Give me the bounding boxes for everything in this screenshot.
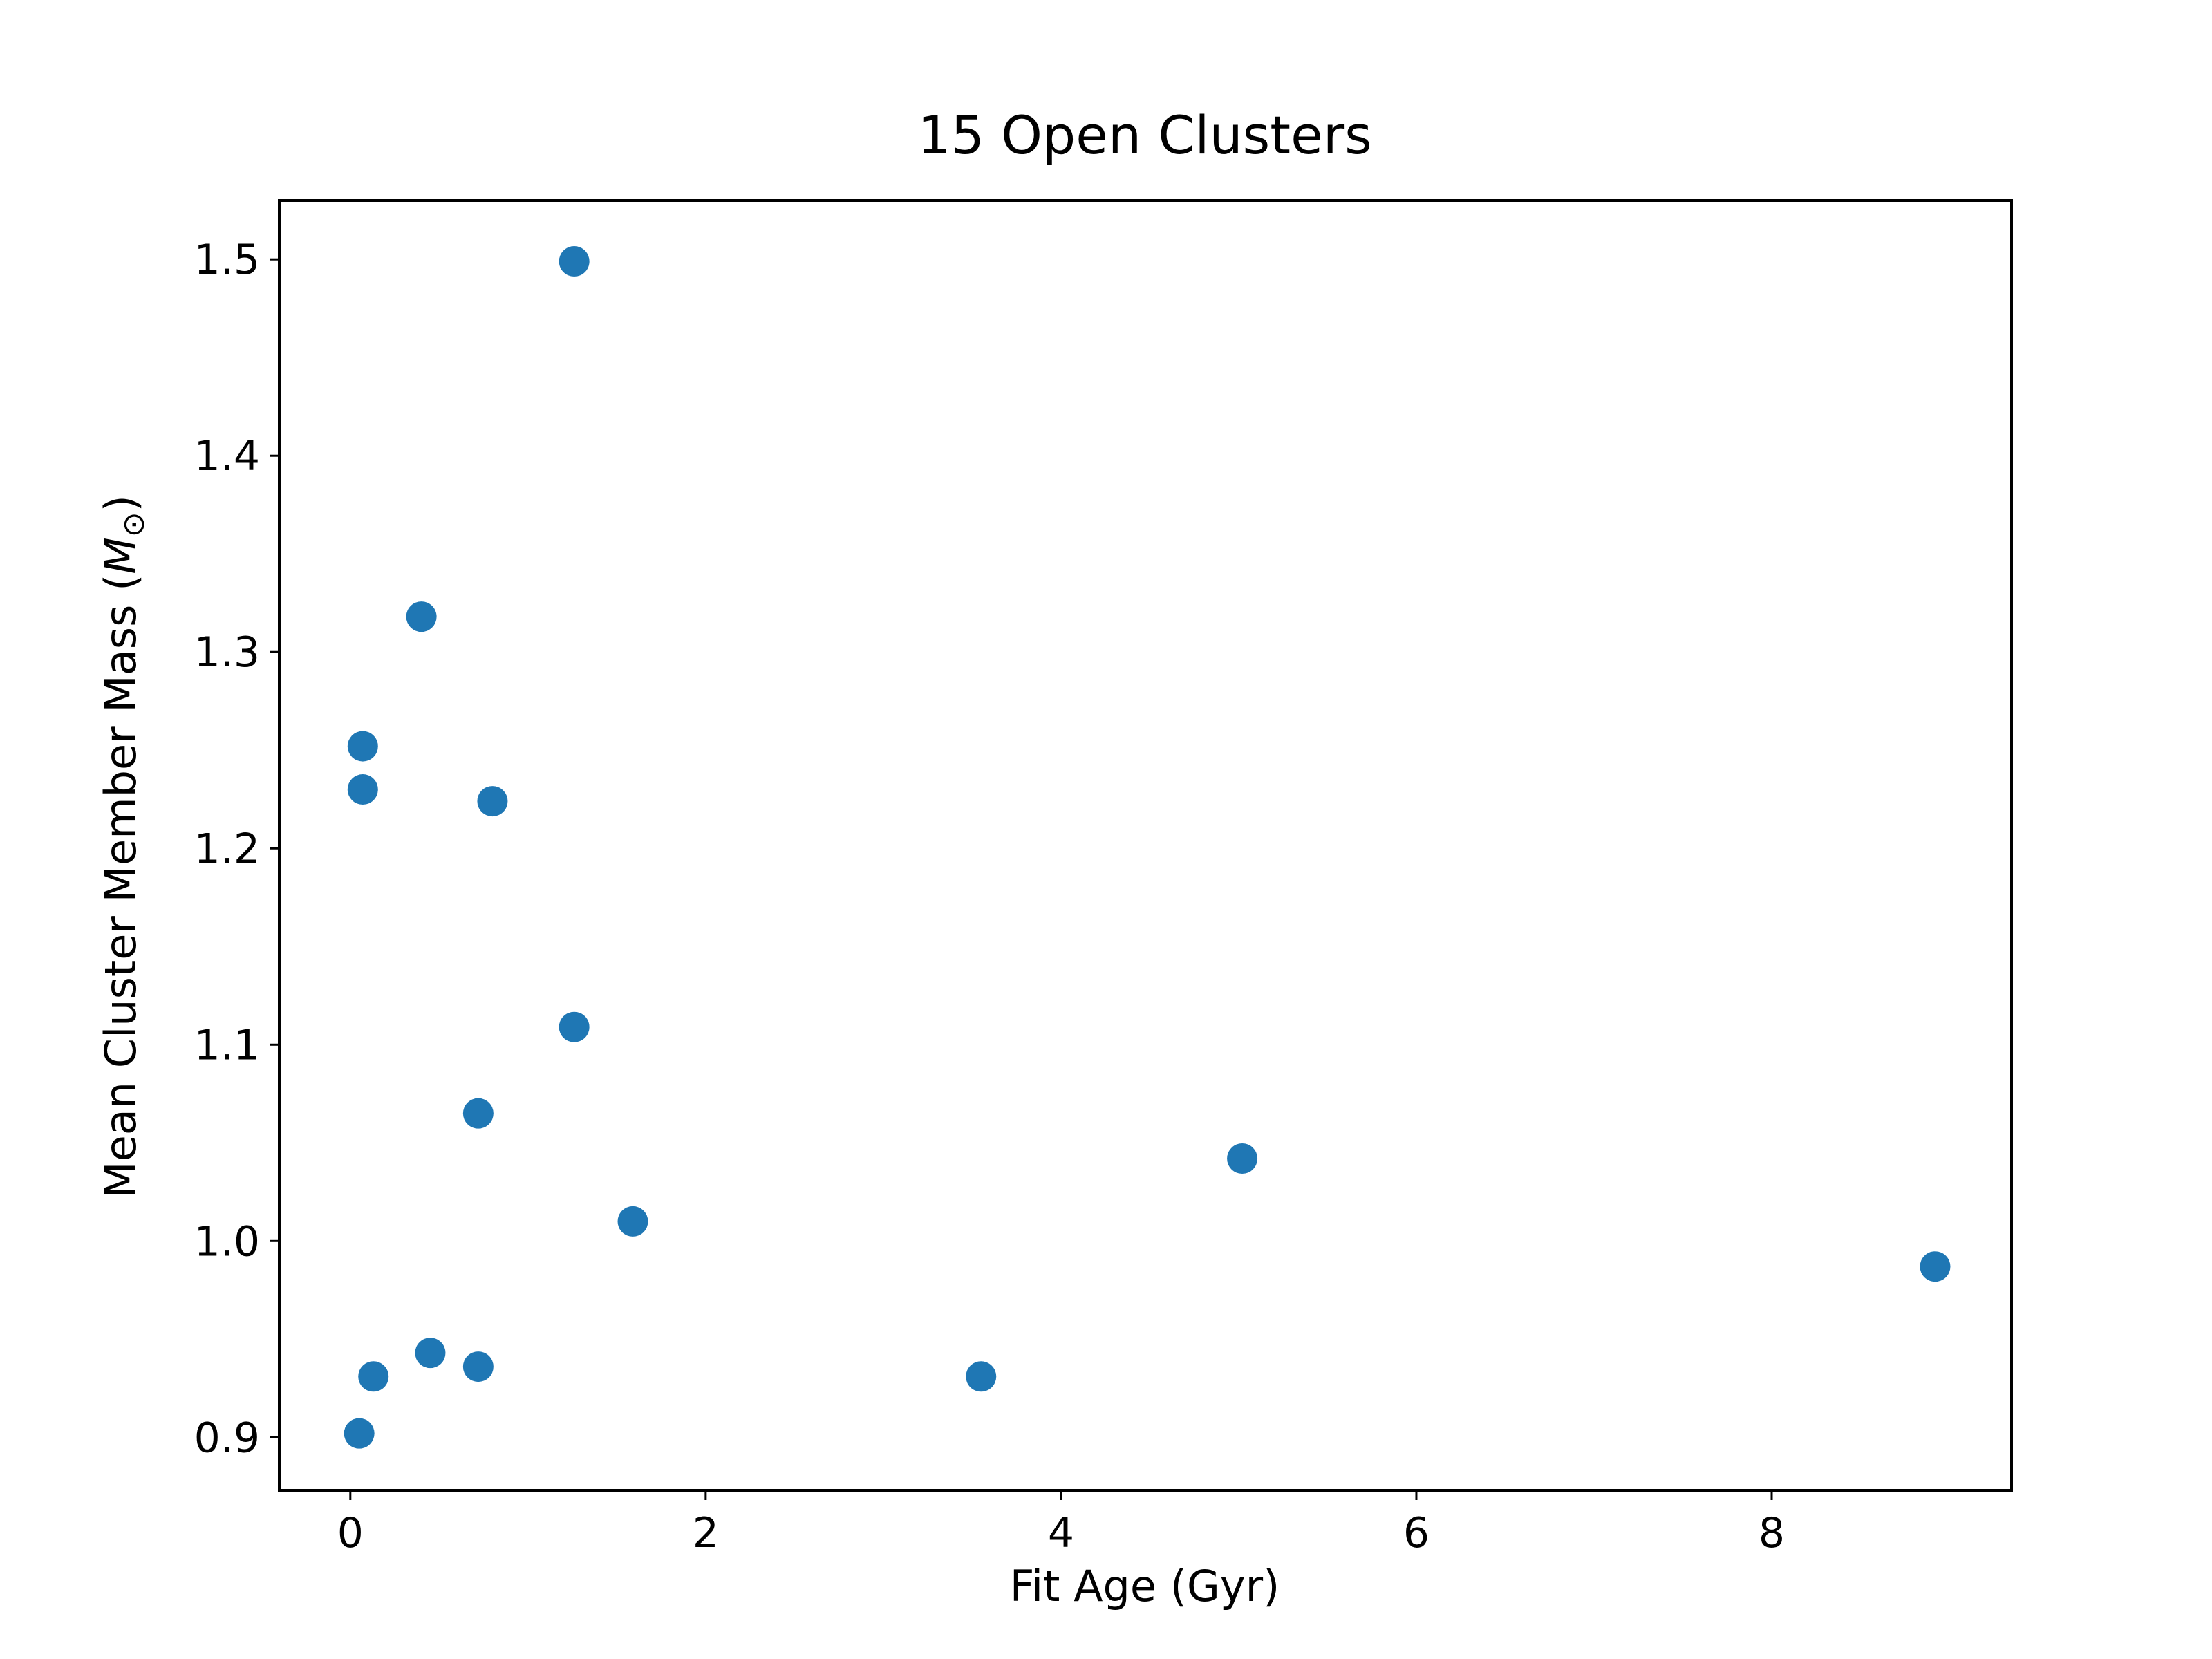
data-point-13 (966, 1361, 997, 1392)
y-tick-label-2: 1.1 (194, 1021, 260, 1069)
y-axis-label-text: Mean Cluster Member Mass ( (95, 574, 146, 1199)
y-axis-label-symbol: M (95, 537, 146, 574)
plot-area: 0 2 4 6 8 0.9 1.0 1.1 1.2 1.3 1.4 1.5 (194, 199, 2013, 1557)
plot-frame (278, 199, 2013, 1492)
data-point-9 (1920, 1251, 1951, 1282)
x-tick-label-0: 0 (337, 1509, 364, 1557)
y-tick-label-6: 1.5 (194, 236, 260, 284)
y-axis-label-close: ) (95, 495, 146, 512)
data-point-4 (477, 786, 508, 817)
data-point-1 (406, 601, 437, 632)
data-point-10 (415, 1338, 446, 1369)
data-point-3 (347, 774, 378, 805)
x-tick-label-1: 2 (693, 1509, 719, 1557)
data-point-7 (1227, 1143, 1258, 1174)
data-point-5 (559, 1011, 590, 1042)
data-point-0 (559, 246, 590, 277)
y-tick-label-5: 1.4 (194, 432, 260, 480)
y-tick-label-0: 0.9 (194, 1414, 260, 1462)
x-tick-label-2: 4 (1048, 1509, 1074, 1557)
x-tick-label-3: 6 (1403, 1509, 1430, 1557)
data-point-2 (347, 731, 378, 762)
y-axis-label-subscript: ⊙ (116, 512, 151, 537)
data-point-11 (462, 1351, 494, 1382)
y-axis-label: Mean Cluster Member Mass (M⊙) (95, 495, 151, 1199)
y-tick-label-4: 1.3 (194, 628, 260, 677)
y-tick-label-3: 1.2 (194, 825, 260, 873)
data-point-8 (617, 1206, 648, 1237)
chart-title: 15 Open Clusters (917, 104, 1371, 166)
x-tick-label-4: 8 (1759, 1509, 1785, 1557)
x-axis-label: Fit Age (Gyr) (1010, 1561, 1280, 1611)
y-tick-label-1: 1.0 (194, 1217, 260, 1266)
data-point-6 (462, 1098, 494, 1129)
data-point-12 (358, 1361, 389, 1392)
data-point-14 (344, 1418, 375, 1449)
